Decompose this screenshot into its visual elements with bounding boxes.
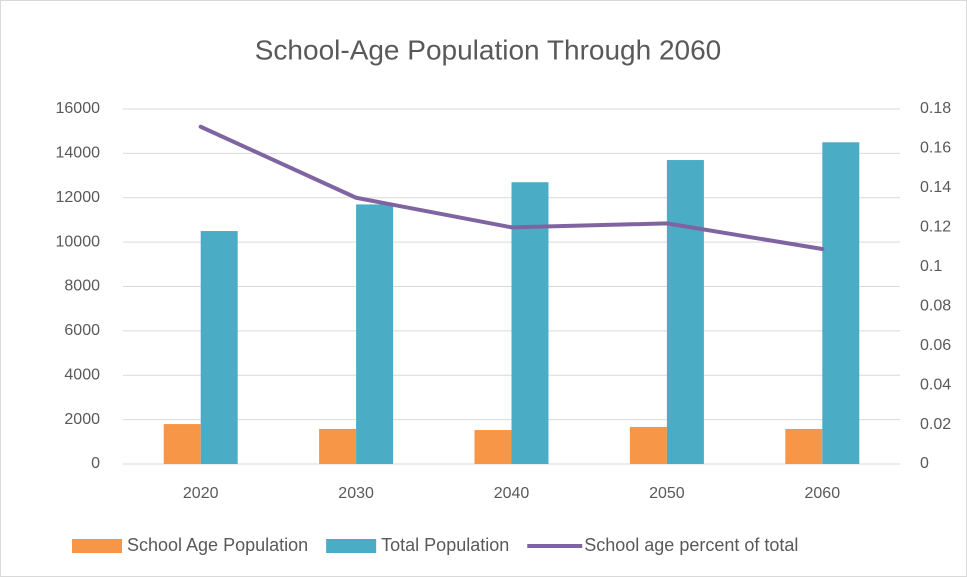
y2-tick-label: 0.16 bbox=[920, 140, 951, 157]
legend-label: School Age Population bbox=[127, 535, 308, 555]
y-tick-label: 0 bbox=[91, 455, 100, 472]
bar bbox=[511, 182, 549, 464]
y2-tick-label: 0.02 bbox=[920, 416, 951, 433]
y2-tick-label: 0.04 bbox=[920, 376, 951, 393]
y-tick-label: 4000 bbox=[64, 366, 100, 383]
y2-tick-label: 0 bbox=[920, 455, 929, 472]
y-tick-label: 6000 bbox=[64, 322, 100, 339]
x-tick-label: 2020 bbox=[183, 485, 219, 502]
y-tick-label: 16000 bbox=[56, 100, 101, 117]
y-tick-label: 14000 bbox=[56, 145, 101, 162]
bar bbox=[200, 231, 238, 464]
y2-tick-label: 0.14 bbox=[920, 179, 951, 196]
y-tick-label: 10000 bbox=[56, 233, 101, 250]
bar bbox=[785, 428, 823, 464]
bar bbox=[822, 142, 860, 464]
bar bbox=[666, 160, 704, 464]
y-tick-label: 12000 bbox=[56, 189, 101, 206]
legend-swatch bbox=[72, 539, 122, 553]
y2-tick-label: 0.18 bbox=[920, 100, 951, 117]
legend-swatch bbox=[326, 539, 377, 553]
y2-tick-label: 0.12 bbox=[920, 219, 951, 236]
y2-tick-label: 0.06 bbox=[920, 337, 951, 354]
bar bbox=[474, 430, 512, 464]
x-tick-label: 2060 bbox=[805, 485, 841, 502]
legend-label: School age percent of total bbox=[584, 535, 798, 555]
x-tick-label: 2050 bbox=[649, 485, 685, 502]
bar bbox=[163, 424, 201, 464]
y-tick-label: 2000 bbox=[64, 411, 100, 428]
bar bbox=[629, 426, 667, 464]
x-tick-label: 2030 bbox=[338, 485, 374, 502]
legend-label: Total Population bbox=[381, 535, 509, 555]
y2-tick-label: 0.1 bbox=[920, 258, 942, 275]
bar bbox=[356, 204, 394, 464]
y2-tick-label: 0.08 bbox=[920, 297, 951, 314]
y-tick-label: 8000 bbox=[64, 278, 100, 295]
line-series bbox=[198, 124, 825, 252]
x-tick-label: 2040 bbox=[494, 485, 530, 502]
bar bbox=[319, 428, 357, 464]
chart-title: School-Age Population Through 2060 bbox=[255, 34, 722, 65]
